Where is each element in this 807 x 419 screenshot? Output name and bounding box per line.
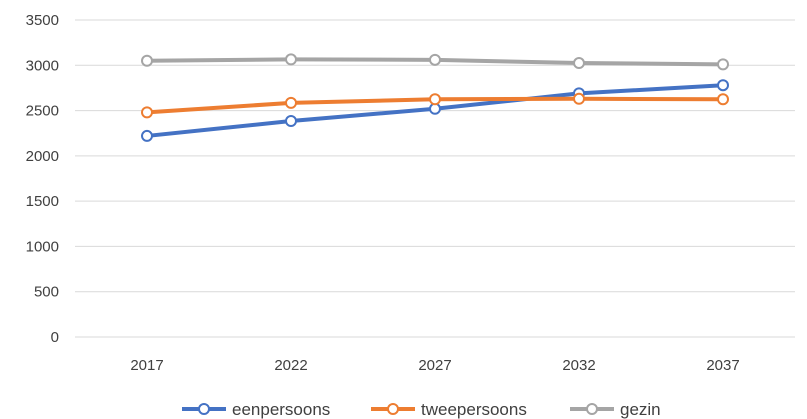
legend-marker-gezin: [586, 403, 598, 415]
data-point-eenpersoons: [285, 114, 297, 127]
data-point-gezin: [429, 53, 441, 66]
y-tick-label: 500: [34, 284, 59, 301]
data-point-gezin: [141, 54, 153, 67]
x-tick-label: 2022: [274, 357, 307, 374]
x-tick-label: 2032: [562, 357, 595, 374]
gridlines: [75, 19, 795, 338]
legend-marker-eenpersoons: [198, 403, 210, 415]
legend-label-gezin: gezin: [620, 400, 661, 419]
legend-label-eenpersoons: eenpersoons: [232, 400, 330, 419]
series-lines: [141, 53, 729, 142]
data-point-tweepersoons: [285, 96, 297, 109]
data-point-tweepersoons: [573, 92, 585, 105]
y-tick-label: 3000: [26, 57, 59, 74]
y-tick-label: 2500: [26, 103, 59, 120]
data-point-eenpersoons: [141, 129, 153, 142]
y-tick-label: 1500: [26, 193, 59, 210]
legend-marker-tweepersoons: [387, 403, 399, 415]
data-point-gezin: [573, 57, 585, 70]
y-tick-label: 0: [51, 329, 59, 346]
data-point-eenpersoons: [429, 102, 441, 115]
x-tick-label: 2037: [706, 357, 739, 374]
y-axis-ticks: 0 500 1000 1500 2000 2500 3000 3500: [26, 12, 59, 346]
data-point-tweepersoons: [717, 93, 729, 106]
data-point-gezin: [285, 53, 297, 66]
x-tick-label: 2017: [130, 357, 163, 374]
y-tick-label: 1000: [26, 238, 59, 255]
y-tick-label: 3500: [26, 12, 59, 29]
data-point-tweepersoons: [141, 106, 153, 119]
y-tick-label: 2000: [26, 148, 59, 165]
data-point-tweepersoons: [429, 93, 441, 106]
data-point-gezin: [717, 58, 729, 71]
data-point-eenpersoons: [717, 79, 729, 92]
legend: eenpersoons tweepersoons gezin: [182, 400, 661, 419]
x-axis-ticks: 2017 2022 2027 2032 2037: [130, 357, 739, 374]
legend-label-tweepersoons: tweepersoons: [421, 400, 527, 419]
x-tick-label: 2027: [418, 357, 451, 374]
